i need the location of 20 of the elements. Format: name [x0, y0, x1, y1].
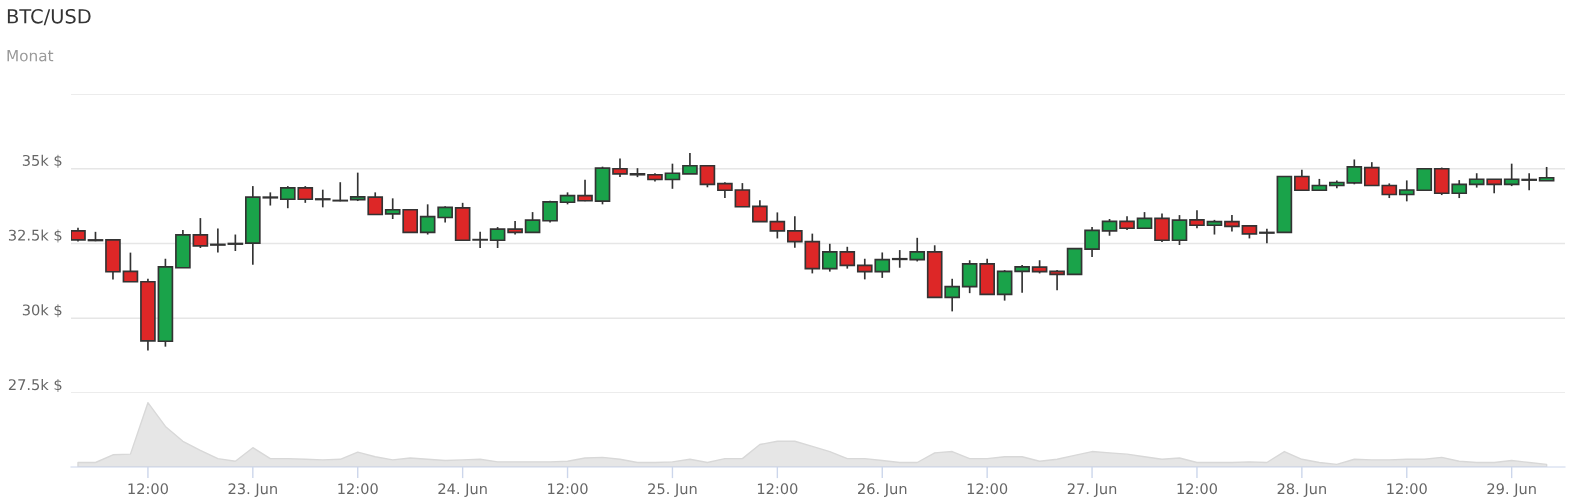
- x-tick-label: 26. Jun: [858, 483, 907, 497]
- x-tick-label: 12:00: [1177, 483, 1218, 495]
- chart-subtitle: Monat: [7, 50, 54, 62]
- x-tick-label: 12:00: [338, 483, 378, 495]
- y-tick-label: 27.5k $: [8, 378, 62, 393]
- x-tick-label: 12:00: [548, 483, 588, 495]
- x-tick-label: 12:00: [967, 483, 1008, 495]
- x-tick-label: 23. Jun: [228, 483, 277, 497]
- x-tick-label: 29. Jun: [1487, 483, 1536, 497]
- x-tick-label: 12:00: [1387, 483, 1427, 495]
- y-tick-label: 30k $: [22, 304, 62, 318]
- x-tick-label: 12:00: [757, 483, 798, 495]
- x-tick-label: 28. Jun: [1277, 483, 1326, 497]
- x-tick-label: 12:00: [128, 483, 168, 495]
- y-tick-label: 32.5k $: [8, 229, 62, 243]
- x-tick-label: 24. Jun: [438, 483, 487, 497]
- y-tick-label: 35k $: [22, 154, 62, 168]
- chart-title: BTC/USD: [7, 8, 91, 26]
- x-tick-label: 27. Jun: [1067, 483, 1117, 497]
- x-tick-label: 25. Jun: [648, 483, 697, 497]
